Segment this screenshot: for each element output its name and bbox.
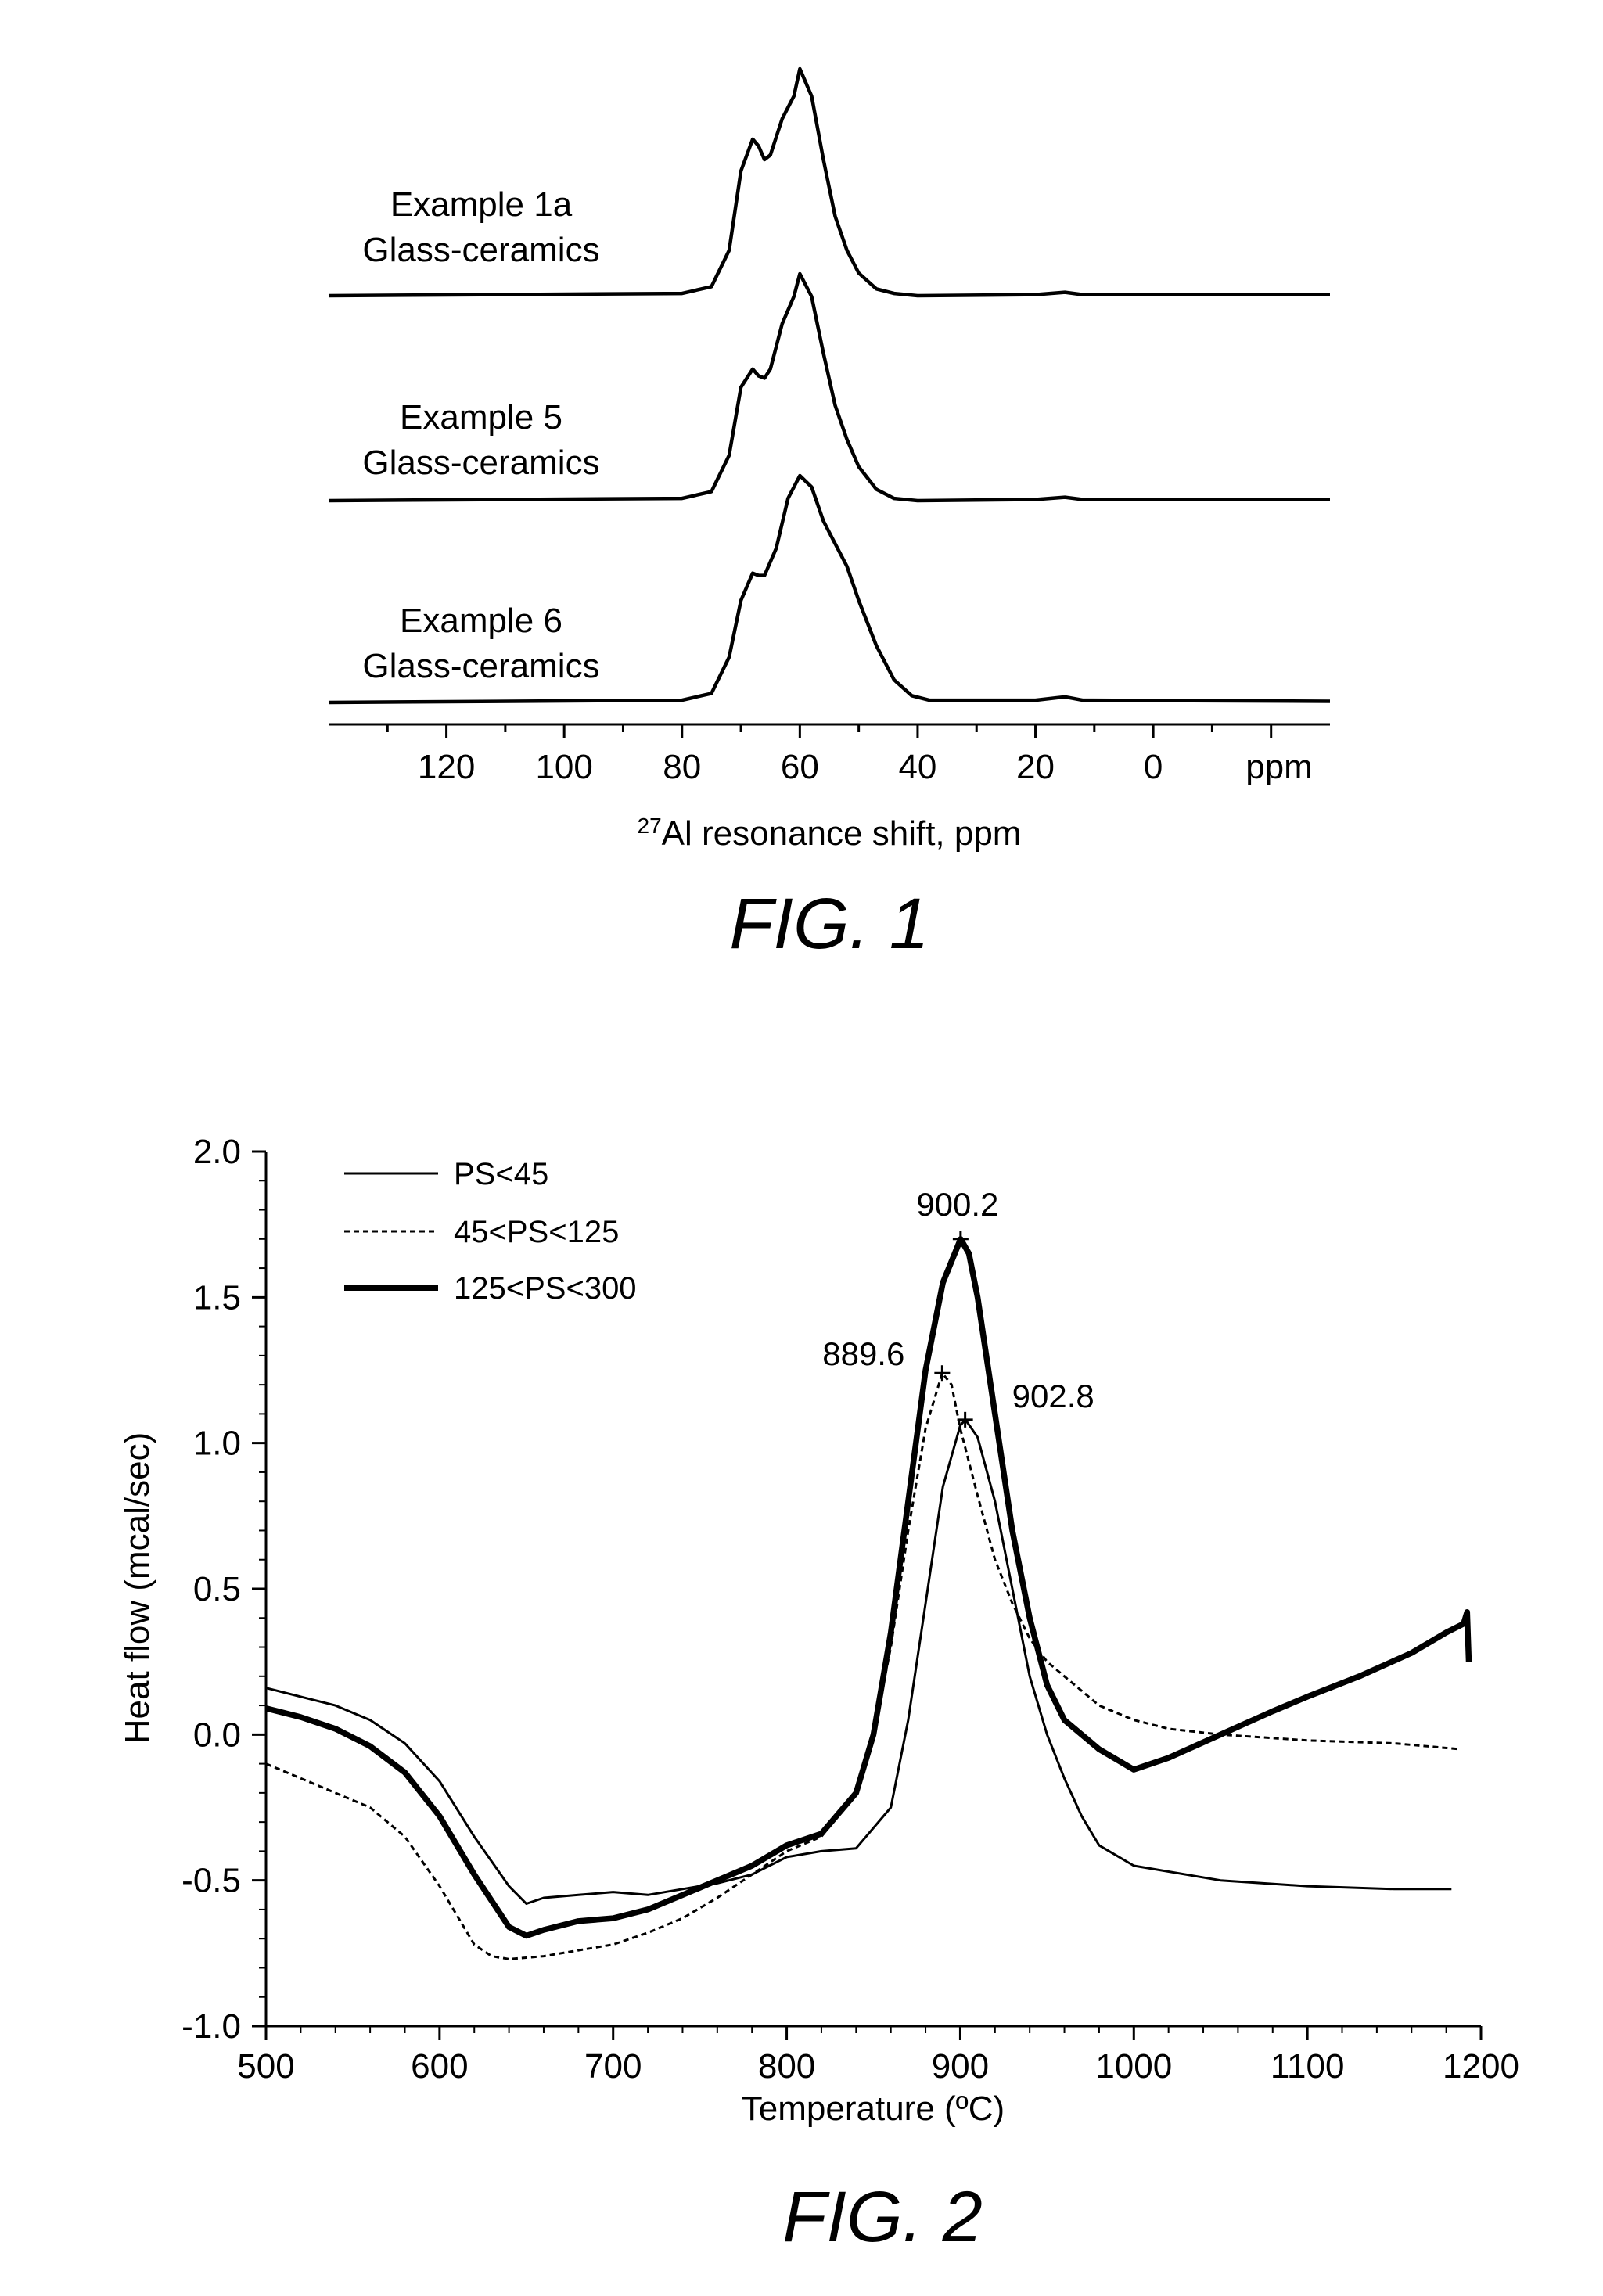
fig2-y-tick-label: 0.5 <box>193 1570 241 1608</box>
fig1-x-ticks: 120 100 80 60 40 20 0 <box>387 724 1271 786</box>
figure-1: Example 1a Glass-ceramics Example 5 Glas… <box>329 69 1330 964</box>
fig1-x-tick-label: 40 <box>898 748 936 786</box>
fig2-y-tick-label: 2.0 <box>193 1133 241 1171</box>
fig2-series-line <box>266 1420 1451 1904</box>
fig1-x-axis-title-sup: 27 <box>638 814 662 838</box>
fig1-label-example-5-sub: Glass-ceramics <box>362 444 599 482</box>
fig2-series-line <box>266 1373 1460 1959</box>
fig1-x-tick-label: 20 <box>1016 748 1055 786</box>
fig2-y-axis-title: Heat flow (mcal/sec) <box>118 1432 156 1744</box>
fig2-peak-label: 889.6 <box>822 1335 904 1372</box>
fig2-x-tick-label: 800 <box>758 2047 815 2086</box>
fig1-x-tick-label: 0 <box>1144 748 1163 786</box>
fig1-x-axis-title: 27Al resonance shift, ppm <box>638 814 1022 853</box>
fig2-peak-markers: 900.2 889.6 902.8 <box>822 1186 1094 1428</box>
legend-label-ps45-125: 45<PS<125 <box>454 1215 619 1249</box>
fig1-caption: FIG. 1 <box>729 884 929 964</box>
fig1-x-unit-label: ppm <box>1245 748 1313 786</box>
fig1-x-tick-label: 100 <box>535 748 592 786</box>
fig2-axis-ticks: 500 600 700 800 900 1000 1100 1200 2.0 1.5 1.0 0.5 0… <box>182 1133 1519 2086</box>
fig2-x-axis-title: Temperature (ºC) <box>742 2089 1005 2128</box>
fig2-y-tick-label: 1.0 <box>193 1425 241 1463</box>
fig2-x-tick-label: 900 <box>932 2047 989 2086</box>
fig1-x-tick-label: 60 <box>781 748 819 786</box>
fig1-x-tick-label: 120 <box>418 748 475 786</box>
fig2-x-tick-label: 1200 <box>1443 2047 1519 2086</box>
fig2-x-tick-label: 1100 <box>1271 2047 1345 2086</box>
fig2-x-tick-label: 600 <box>411 2047 468 2086</box>
fig2-peak-label: 902.8 <box>1012 1378 1094 1414</box>
fig1-legend: Example 1a Glass-ceramics Example 5 Glas… <box>362 185 599 685</box>
fig2-y-tick-label: -1.0 <box>182 2007 241 2046</box>
legend-label-ps45: PS<45 <box>454 1157 548 1191</box>
fig1-label-example-6: Example 6 <box>400 602 562 640</box>
fig2-y-tick-label: 1.5 <box>193 1278 241 1317</box>
fig2-peak-label: 900.2 <box>916 1186 998 1223</box>
fig1-label-example-1a-sub: Glass-ceramics <box>362 231 599 269</box>
fig2-x-tick-label: 1000 <box>1095 2047 1172 2086</box>
fig2-x-tick-label: 500 <box>237 2047 294 2086</box>
fig1-label-example-5: Example 5 <box>400 398 562 437</box>
fig2-x-tick-label: 700 <box>584 2047 642 2086</box>
fig2-legend: PS<45 45<PS<125 125<PS<300 <box>344 1157 637 1306</box>
fig1-label-example-6-sub: Glass-ceramics <box>362 647 599 685</box>
legend-label-ps125-300: 125<PS<300 <box>454 1271 637 1306</box>
fig2-y-tick-label: -0.5 <box>182 1862 241 1900</box>
fig2-y-tick-label: 0.0 <box>193 1716 241 1754</box>
figure-2: 500 600 700 800 900 1000 1100 1200 2.0 1.5 1.0 0.5 0… <box>118 1133 1519 2257</box>
fig1-x-axis-title-text: Al resonance shift, ppm <box>662 814 1022 853</box>
fig1-label-example-1a: Example 1a <box>390 185 573 224</box>
fig2-caption: FIG. 2 <box>782 2177 983 2257</box>
fig1-x-tick-label: 80 <box>663 748 701 786</box>
